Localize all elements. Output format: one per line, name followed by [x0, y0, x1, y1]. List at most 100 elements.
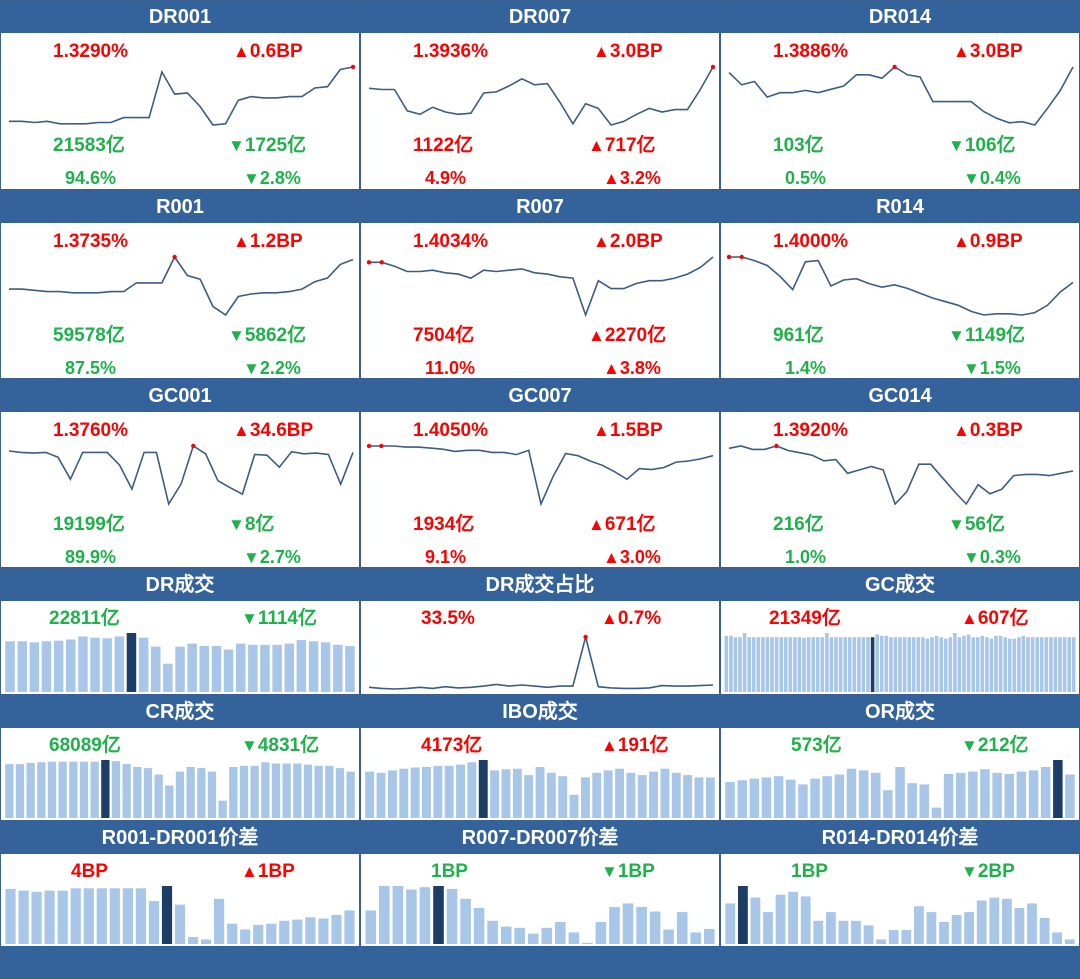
highlight-point — [191, 443, 196, 449]
bar — [467, 762, 477, 818]
bar — [615, 768, 624, 818]
bar — [239, 765, 249, 818]
volume-value: 1122亿 — [413, 135, 474, 156]
bar — [998, 635, 1003, 692]
share-change-group: ▼2.7% — [243, 547, 301, 568]
bar — [813, 920, 824, 944]
bar — [822, 776, 832, 818]
rate-change: 3.0BP — [609, 41, 663, 62]
bar — [1012, 638, 1017, 692]
panel-title: DR001 — [1, 1, 359, 33]
bar — [863, 925, 874, 944]
metric-value: 68089亿 — [49, 735, 121, 756]
bar — [742, 633, 747, 692]
bar — [975, 637, 980, 692]
bar — [53, 640, 64, 692]
bar — [111, 761, 121, 818]
down-triangle-icon: ▼ — [963, 169, 980, 188]
bar — [649, 911, 661, 944]
highlight-point — [350, 64, 356, 70]
metric-change-group: ▲191亿 — [601, 736, 669, 756]
volume-panel: R014-DR014价差 1BP ▼2BP — [721, 822, 1079, 946]
share-change-group: ▲3.2% — [603, 168, 661, 189]
bar — [1017, 637, 1021, 692]
bar — [320, 642, 331, 692]
bar — [101, 760, 110, 818]
highlight-point — [583, 634, 588, 640]
bar — [980, 635, 985, 692]
bar-chart — [5, 633, 355, 692]
up-triangle-icon: ▲ — [953, 421, 970, 440]
rate-value: 1.3290% — [53, 41, 129, 62]
bar — [528, 933, 539, 944]
metric-change-group: ▼212亿 — [961, 736, 1029, 756]
down-triangle-icon: ▼ — [228, 326, 245, 345]
volume-change: 5862亿 — [244, 325, 307, 346]
highlight-point — [379, 443, 384, 449]
panel-title: R014 — [721, 191, 1079, 223]
bar — [806, 637, 811, 692]
bar — [250, 765, 259, 818]
bar — [774, 637, 779, 692]
bar — [592, 772, 602, 818]
down-triangle-icon: ▼ — [243, 548, 260, 567]
bar — [514, 927, 525, 944]
line-chart — [728, 443, 1074, 506]
up-triangle-icon: ▲ — [601, 609, 618, 628]
bar — [775, 894, 786, 944]
bar — [704, 928, 715, 944]
metric-value: 1BP — [431, 861, 468, 882]
bar — [174, 904, 186, 944]
bar — [419, 887, 431, 944]
bar — [96, 888, 107, 944]
volume-change: 1725亿 — [244, 135, 307, 156]
bar — [292, 919, 303, 944]
bar — [1067, 637, 1071, 692]
share-change: 2.7% — [259, 547, 301, 567]
bar — [825, 633, 829, 692]
volume-change-group: ▲671亿 — [588, 515, 656, 535]
down-triangle-icon: ▼ — [948, 326, 965, 345]
start-point-marker — [366, 443, 372, 449]
bar — [622, 903, 634, 944]
bar — [308, 641, 319, 692]
rate-panel: GC001 1.3760% ▲34.6BP 19199亿 ▼8亿 89.9% ▼2.7% — [1, 380, 359, 568]
bar — [925, 638, 930, 692]
rate-change-group: ▲0.3BP — [953, 421, 1023, 441]
rate-change: 0.6BP — [249, 41, 303, 62]
volume-value: 7504亿 — [413, 325, 475, 346]
bar — [5, 641, 15, 692]
line-chart — [728, 64, 1074, 126]
share-value: 1.4% — [785, 358, 827, 378]
bar — [406, 889, 417, 944]
line-chart — [9, 64, 356, 126]
bar — [838, 637, 843, 692]
bar-chart — [365, 886, 715, 944]
rate-panel: GC014 1.3920% ▲0.3BP 216亿 ▼56亿 1.0% ▼0.3% — [721, 380, 1079, 568]
down-triangle-icon: ▼ — [948, 515, 965, 534]
bar — [29, 642, 40, 692]
bar — [783, 637, 788, 692]
up-triangle-icon: ▲ — [241, 862, 258, 881]
panel-title: GC007 — [361, 380, 719, 412]
bar — [331, 915, 342, 944]
bar — [490, 770, 500, 818]
rate-change-group: ▲2.0BP — [593, 232, 663, 252]
rate-change: 2.0BP — [609, 231, 663, 252]
line-chart — [368, 64, 716, 126]
bar — [379, 886, 390, 944]
bar — [392, 886, 404, 944]
metric-change: 2BP — [977, 861, 1015, 882]
bar — [5, 764, 14, 818]
bar — [749, 778, 760, 818]
highlight-point — [379, 260, 384, 265]
bar — [1052, 932, 1062, 944]
rate-value: 1.3886% — [773, 41, 849, 62]
volume-panel: OR成交 573亿 ▼212亿 — [721, 696, 1079, 820]
bar — [858, 770, 869, 818]
row-divider — [1, 694, 1079, 696]
bar — [44, 890, 55, 944]
bar — [57, 890, 68, 944]
bar — [976, 900, 987, 944]
bar — [948, 637, 953, 692]
